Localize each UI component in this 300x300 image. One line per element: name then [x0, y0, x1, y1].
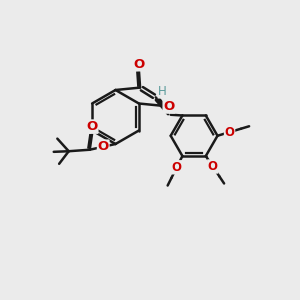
Text: O: O	[133, 58, 145, 71]
Text: O: O	[225, 126, 235, 139]
Text: O: O	[86, 120, 98, 133]
Text: H: H	[158, 85, 167, 98]
Text: O: O	[163, 100, 175, 113]
Text: O: O	[98, 140, 109, 153]
Text: O: O	[172, 161, 182, 174]
Text: O: O	[208, 160, 218, 173]
